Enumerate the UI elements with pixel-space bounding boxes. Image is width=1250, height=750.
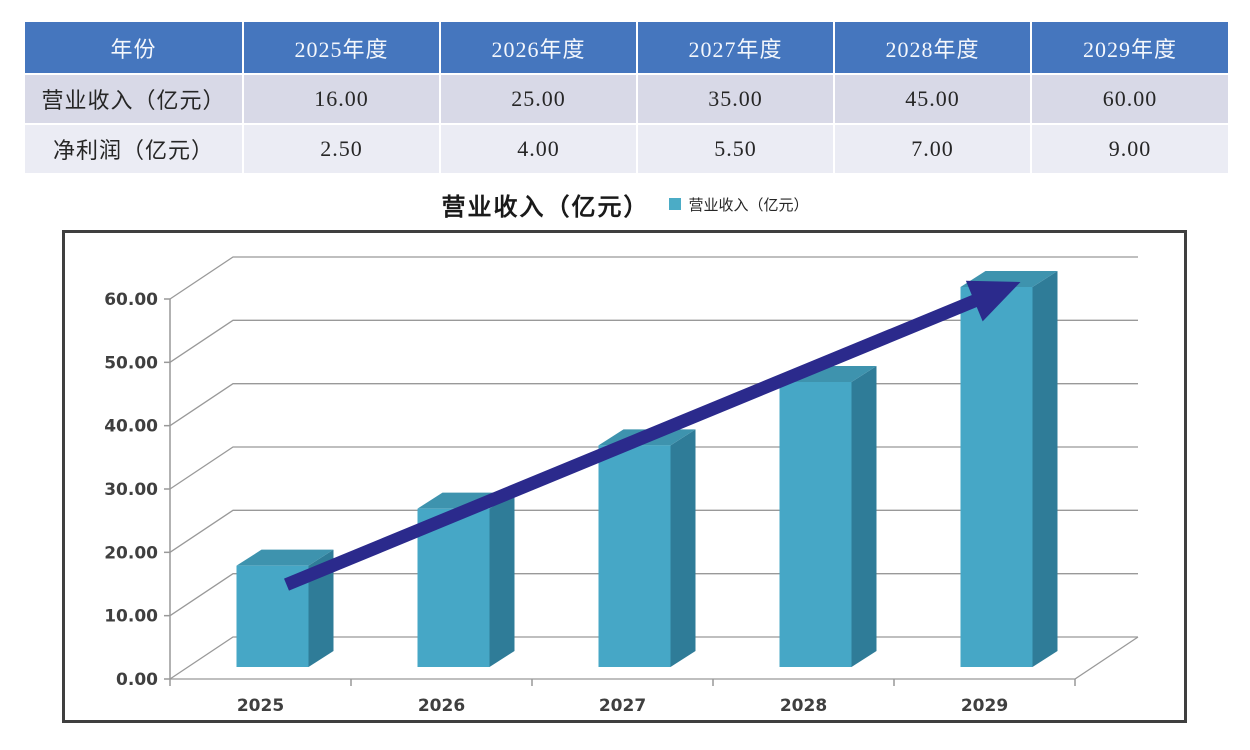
gridline (169, 256, 1138, 300)
y-tick-label: 10.00 (104, 607, 158, 627)
table-cell: 9.00 (1032, 125, 1228, 173)
table-cell: 7.00 (835, 125, 1030, 173)
bar-front-face (779, 382, 852, 667)
chart-legend: 营业收入（亿元） (669, 194, 809, 215)
table-cell: 25.00 (441, 75, 636, 123)
y-tick-label: 30.00 (104, 480, 158, 500)
table-cell: 60.00 (1032, 75, 1228, 123)
gridline (169, 319, 1138, 363)
chart-header: 营业收入（亿元） 营业收入（亿元） (0, 186, 1250, 222)
table-cell: 5.50 (638, 125, 833, 173)
table-row-label: 净利润（亿元） (25, 125, 242, 173)
y-tick-label: 60.00 (104, 290, 158, 310)
legend-swatch-icon (669, 198, 682, 210)
bar-front-face (598, 445, 671, 667)
chart-title: 营业收入（亿元） (441, 192, 650, 221)
table-header-cell: 2027年度 (638, 22, 833, 73)
bar-side-face (489, 492, 515, 667)
table-cell: 35.00 (638, 75, 833, 123)
bar-side-face (851, 366, 877, 667)
x-category-label: 2026 (418, 696, 465, 716)
y-tick-label: 20.00 (104, 543, 158, 563)
y-tick-label: 0.00 (116, 670, 158, 690)
table-cell: 16.00 (244, 75, 439, 123)
bar-side-face (1032, 271, 1058, 667)
table-cell: 2.50 (244, 125, 439, 173)
trend-arrow-shaft (284, 291, 986, 591)
table-header-cell: 2026年度 (441, 22, 636, 73)
x-category-label: 2029 (961, 696, 1008, 716)
table-header-cell: 2025年度 (244, 22, 439, 73)
table-header-cell: 2028年度 (835, 22, 1030, 73)
x-category-label: 2025 (237, 696, 284, 716)
table-cell: 45.00 (835, 75, 1030, 123)
bar-top-face (236, 549, 334, 566)
x-category-label: 2027 (599, 696, 646, 716)
bar-front-face (960, 287, 1033, 667)
y-tick-label: 40.00 (104, 417, 158, 437)
bar-side-face (670, 429, 696, 667)
table-cell: 4.00 (441, 125, 636, 173)
y-tick-label: 50.00 (104, 353, 158, 373)
financial-table: 年份 2025年度 2026年度 2027年度 2028年度 2029年度营业收入（亿元）… (25, 22, 1228, 173)
table-header-cell: 年份 (25, 22, 242, 73)
legend-label: 营业收入（亿元） (688, 195, 809, 214)
table-header-cell: 2029年度 (1032, 22, 1228, 73)
bar-chart: 0.00 10.00 20.00 30.00 40.00 50.00 60.00 2025 20… (62, 230, 1187, 723)
x-category-label: 2028 (780, 696, 827, 716)
bar-front-face (417, 508, 490, 667)
trend-arrow-head (965, 280, 1021, 322)
table-row-label: 营业收入（亿元） (25, 75, 242, 123)
